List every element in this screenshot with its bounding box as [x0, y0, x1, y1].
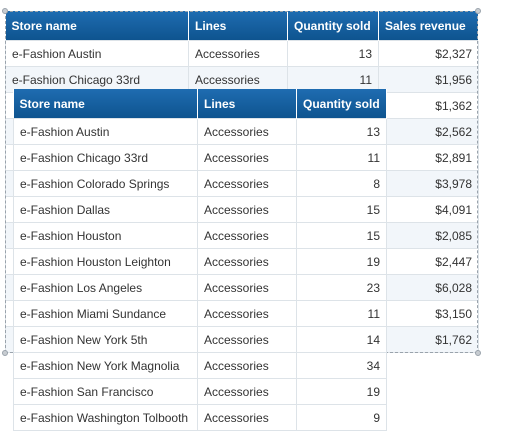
front-cell-lines[interactable]: Accessories — [197, 274, 297, 301]
front-table-row[interactable]: e-Fashion New York Magnolia Accessories 34 — [13, 352, 387, 379]
back-cell-sales-revenue[interactable]: $2,085 — [378, 222, 479, 249]
front-table-block[interactable]: Store name Lines Quantity sold e-Fashion… — [13, 89, 387, 431]
front-header-store-name[interactable]: Store name — [13, 89, 198, 119]
front-table-row[interactable]: e-Fashion Miami Sundance Accessories 11 — [13, 300, 387, 327]
front-cell-lines[interactable]: Accessories — [197, 170, 297, 197]
front-table-row[interactable]: e-Fashion Colorado Springs Accessories 8 — [13, 170, 387, 197]
front-cell-store-name[interactable]: e-Fashion Colorado Springs — [13, 170, 198, 197]
front-cell-lines[interactable]: Accessories — [197, 222, 297, 249]
front-cell-quantity-sold[interactable]: 13 — [296, 118, 387, 145]
front-cell-quantity-sold[interactable]: 8 — [296, 170, 387, 197]
back-cell-sales-revenue[interactable]: $1,956 — [378, 66, 479, 93]
front-cell-lines[interactable]: Accessories — [197, 118, 297, 145]
front-table[interactable]: Store name Lines Quantity sold e-Fashion… — [13, 89, 387, 431]
front-table-row[interactable]: e-Fashion Chicago 33rd Accessories 11 — [13, 144, 387, 171]
front-table-header-row: Store name Lines Quantity sold — [13, 89, 387, 119]
back-header-lines[interactable]: Lines — [188, 11, 288, 41]
back-header-sales-revenue[interactable]: Sales revenue — [378, 11, 479, 41]
back-cell-store-name[interactable]: e-Fashion Chicago 33rd — [5, 66, 189, 93]
back-table-header-row: Store name Lines Quantity sold Sales rev… — [5, 11, 479, 41]
front-cell-quantity-sold[interactable]: 19 — [296, 248, 387, 275]
back-cell-lines[interactable]: Accessories — [188, 66, 288, 93]
front-table-row[interactable]: e-Fashion Austin Accessories 13 — [13, 118, 387, 145]
front-table-row[interactable]: e-Fashion Houston Leighton Accessories 19 — [13, 248, 387, 275]
back-header-quantity-sold[interactable]: Quantity sold — [287, 11, 379, 41]
back-cell-sales-revenue[interactable]: $2,891 — [378, 144, 479, 171]
resize-handle-top-right[interactable] — [475, 8, 481, 14]
back-cell-store-name[interactable]: e-Fashion Austin — [5, 40, 189, 67]
front-cell-quantity-sold[interactable]: 15 — [296, 196, 387, 223]
front-table-row[interactable]: e-Fashion Dallas Accessories 15 — [13, 196, 387, 223]
front-cell-store-name[interactable]: e-Fashion Los Angeles — [13, 274, 198, 301]
front-cell-store-name[interactable]: e-Fashion New York 5th — [13, 326, 198, 353]
back-table-row[interactable]: e-Fashion Chicago 33rd Accessories 11 $1,95… — [5, 66, 479, 93]
front-cell-quantity-sold[interactable]: 9 — [296, 404, 387, 431]
front-cell-lines[interactable]: Accessories — [197, 352, 297, 379]
back-cell-sales-revenue[interactable]: $3,978 — [378, 170, 479, 197]
front-cell-quantity-sold[interactable]: 19 — [296, 378, 387, 405]
back-cell-sales-revenue[interactable]: $2,447 — [378, 248, 479, 275]
front-table-row[interactable]: e-Fashion New York 5th Accessories 14 — [13, 326, 387, 353]
front-cell-store-name[interactable]: e-Fashion Miami Sundance — [13, 300, 198, 327]
back-cell-sales-revenue[interactable]: $1,762 — [378, 326, 479, 353]
back-cell-sales-revenue[interactable]: $3,150 — [378, 300, 479, 327]
back-cell-lines[interactable]: Accessories — [188, 40, 288, 67]
front-table-row[interactable]: e-Fashion Washington Tolbooth Accessories… — [13, 404, 387, 431]
front-cell-lines[interactable]: Accessories — [197, 248, 297, 275]
back-cell-sales-revenue[interactable]: $1,362 — [378, 92, 479, 119]
front-cell-lines[interactable]: Accessories — [197, 326, 297, 353]
front-table-row[interactable]: e-Fashion Los Angeles Accessories 23 — [13, 274, 387, 301]
back-cell-quantity-sold[interactable]: 13 — [287, 40, 379, 67]
front-cell-quantity-sold[interactable]: 15 — [296, 222, 387, 249]
front-cell-quantity-sold[interactable]: 23 — [296, 274, 387, 301]
back-cell-sales-revenue[interactable]: $4,091 — [378, 196, 479, 223]
front-cell-store-name[interactable]: e-Fashion Houston — [13, 222, 198, 249]
front-cell-quantity-sold[interactable]: 11 — [296, 300, 387, 327]
front-cell-quantity-sold[interactable]: 11 — [296, 144, 387, 171]
resize-handle-bottom-left[interactable] — [2, 350, 8, 356]
front-cell-store-name[interactable]: e-Fashion San Francisco — [13, 378, 198, 405]
front-header-lines[interactable]: Lines — [197, 89, 297, 119]
back-cell-sales-revenue[interactable]: $2,327 — [378, 40, 479, 67]
front-cell-store-name[interactable]: e-Fashion Chicago 33rd — [13, 144, 198, 171]
front-cell-quantity-sold[interactable]: 34 — [296, 352, 387, 379]
resize-handle-bottom-right[interactable] — [475, 350, 481, 356]
front-cell-store-name[interactable]: e-Fashion Washington Tolbooth — [13, 404, 198, 431]
front-header-quantity-sold[interactable]: Quantity sold — [296, 89, 387, 119]
front-cell-lines[interactable]: Accessories — [197, 300, 297, 327]
back-table-row[interactable]: e-Fashion Austin Accessories 13 $2,327 — [5, 40, 479, 67]
back-cell-sales-revenue[interactable]: $6,028 — [378, 274, 479, 301]
front-cell-store-name[interactable]: e-Fashion Dallas — [13, 196, 198, 223]
front-cell-lines[interactable]: Accessories — [197, 144, 297, 171]
front-table-row[interactable]: e-Fashion San Francisco Accessories 19 — [13, 378, 387, 405]
front-cell-store-name[interactable]: e-Fashion New York Magnolia — [13, 352, 198, 379]
front-cell-quantity-sold[interactable]: 14 — [296, 326, 387, 353]
front-cell-lines[interactable]: Accessories — [197, 378, 297, 405]
front-cell-store-name[interactable]: e-Fashion Austin — [13, 118, 198, 145]
back-cell-sales-revenue[interactable]: $2,562 — [378, 118, 479, 145]
front-cell-lines[interactable]: Accessories — [197, 196, 297, 223]
back-header-store-name[interactable]: Store name — [5, 11, 189, 41]
front-cell-store-name[interactable]: e-Fashion Houston Leighton — [13, 248, 198, 275]
resize-handle-top-left[interactable] — [2, 8, 8, 14]
front-cell-lines[interactable]: Accessories — [197, 404, 297, 431]
front-table-row[interactable]: e-Fashion Houston Accessories 15 — [13, 222, 387, 249]
